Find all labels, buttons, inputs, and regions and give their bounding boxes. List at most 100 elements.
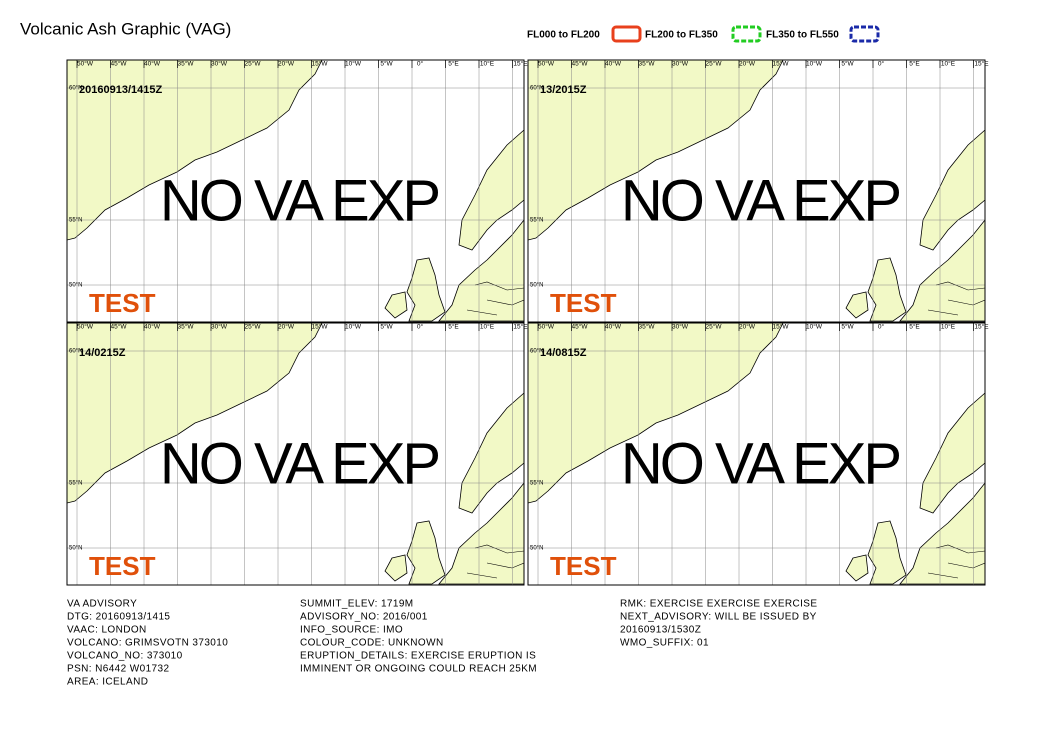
lon-label: 5°E [909, 323, 920, 331]
advisory-line: ADVISORY_NO: 2016/001 [300, 612, 428, 623]
advisory-line: NEXT_ADVISORY: WILL BE ISSUED BY [620, 612, 817, 623]
lon-label: 10°E [480, 60, 495, 68]
lat-label: 55°N [69, 481, 82, 487]
lat-label: 60°N [69, 349, 82, 355]
legend-label: FL350 to FL550 [766, 30, 839, 41]
lon-label: 15°W [312, 60, 329, 68]
lon-label: 20°W [739, 323, 756, 331]
map-panel: 50°W 45°W 40°W 35°W 30°W 25°W 20°W 15°W 10°W 5°W 0… [66, 322, 528, 586]
lon-label: 30°W [211, 323, 228, 331]
lon-label: 45°W [572, 60, 589, 68]
lon-label: 30°W [672, 323, 689, 331]
valid-time: 14/0215Z [79, 347, 126, 359]
lon-label: 10°W [345, 323, 362, 331]
lon-label: 10°W [345, 60, 362, 68]
map-panel: 50°W 45°W 40°W 35°W 30°W 25°W 20°W 15°W 10°W 5°W 0… [66, 59, 528, 323]
lat-label: 50°N [530, 546, 543, 552]
lat-label: 60°N [530, 86, 543, 92]
advisory-line: VA ADVISORY [67, 599, 137, 610]
legend-swatch [849, 25, 880, 43]
frame [66, 322, 525, 586]
advisory-line: 20160913/1530Z [620, 625, 701, 636]
lon-label: 0° [878, 323, 885, 331]
advisory-line: INFO_SOURCE: IMO [300, 625, 403, 636]
legend: FL000 to FL200 FL200 to FL350 FL350 to FL5… [527, 25, 880, 43]
lon-label: 20°W [739, 60, 756, 68]
lon-label: 15°W [312, 323, 329, 331]
stamp: TEST [550, 551, 617, 581]
lat-label: 55°N [530, 481, 543, 487]
advisory-line: COLOUR_CODE: UNKNOWN [300, 638, 444, 649]
lon-label: 5°W [380, 60, 393, 68]
map-panel: 50°W 45°W 40°W 35°W 30°W 25°W 20°W 15°W 10°W 5°W 0… [527, 59, 989, 323]
lon-label: 5°W [380, 323, 393, 331]
advisory-line: PSN: N6442 W01732 [67, 664, 169, 675]
advisory-line: RMK: EXERCISE EXERCISE EXERCISE [620, 599, 817, 610]
lon-label: 10°E [941, 323, 956, 331]
lon-label: 35°W [639, 323, 656, 331]
legend-label: FL200 to FL350 [645, 30, 718, 41]
lon-label: 25°W [245, 323, 262, 331]
valid-time: 13/2015Z [540, 84, 587, 96]
status: NO VA EXP [160, 168, 438, 233]
lon-label: 30°W [211, 60, 228, 68]
lon-label: 0° [417, 323, 424, 331]
lon-label: 10°W [806, 60, 823, 68]
stamp: TEST [89, 288, 156, 318]
lon-label: 5°W [841, 60, 854, 68]
lon-label: 10°W [806, 323, 823, 331]
legend-swatch [731, 25, 762, 43]
lon-label: 25°W [706, 60, 723, 68]
map-panel: 50°W 45°W 40°W 35°W 30°W 25°W 20°W 15°W 10°W 5°W 0… [527, 322, 989, 586]
lon-label: 40°W [605, 60, 622, 68]
advisory-line: VOLCANO_NO: 373010 [67, 651, 183, 662]
lon-label: 50°W [77, 60, 94, 68]
lat-label: 60°N [530, 349, 543, 355]
lon-label: 5°E [448, 323, 459, 331]
lon-label: 10°E [480, 323, 495, 331]
advisory-line: VAAC: LONDON [67, 625, 147, 636]
lon-label: 40°W [144, 323, 161, 331]
lon-label: 35°W [639, 60, 656, 68]
stamp: TEST [550, 288, 617, 318]
map-panels: 50°W 45°W 40°W 35°W 30°W 25°W 20°W 15°W 10°W 5°W 0… [66, 59, 989, 586]
advisory-text: VA ADVISORY DTG: 20160913/1415 VAAC: LONDO… [67, 599, 817, 688]
lat-label: 55°N [530, 218, 543, 224]
lon-label: 35°W [178, 60, 195, 68]
map-body [528, 60, 985, 322]
status: NO VA EXP [621, 431, 899, 496]
stamp: TEST [89, 551, 156, 581]
legend-swatch [611, 25, 642, 43]
lon-label: 35°W [178, 323, 195, 331]
advisory-line: SUMMIT_ELEV: 1719M [300, 599, 414, 610]
legend-label: FL000 to FL200 [527, 30, 600, 41]
lon-label: 15°W [773, 323, 790, 331]
status: NO VA EXP [621, 168, 899, 233]
lon-label: 0° [417, 60, 424, 68]
advisory-line: VOLCANO: GRIMSVOTN 373010 [67, 638, 228, 649]
map-body [67, 60, 524, 322]
frame [66, 59, 525, 323]
lon-label: 50°W [538, 323, 555, 331]
lon-label: 40°W [605, 323, 622, 331]
lon-label: 15°E [513, 60, 528, 68]
lat-label: 50°N [69, 546, 82, 552]
status: NO VA EXP [160, 431, 438, 496]
lon-label: 40°W [144, 60, 161, 68]
lon-label: 50°W [77, 323, 94, 331]
advisory-line: AREA: ICELAND [67, 677, 148, 688]
map-body [528, 323, 985, 585]
valid-time: 14/0815Z [540, 347, 587, 359]
lon-label: 20°W [278, 323, 295, 331]
lat-label: 50°N [69, 283, 82, 289]
lon-label: 15°W [773, 60, 790, 68]
lat-label: 50°N [530, 283, 543, 289]
lon-label: 5°W [841, 323, 854, 331]
lon-label: 50°W [538, 60, 555, 68]
frame [527, 59, 986, 323]
map-body [67, 323, 524, 585]
advisory-line: DTG: 20160913/1415 [67, 612, 170, 623]
lon-label: 15°E [974, 60, 989, 68]
lon-label: 45°W [111, 323, 128, 331]
